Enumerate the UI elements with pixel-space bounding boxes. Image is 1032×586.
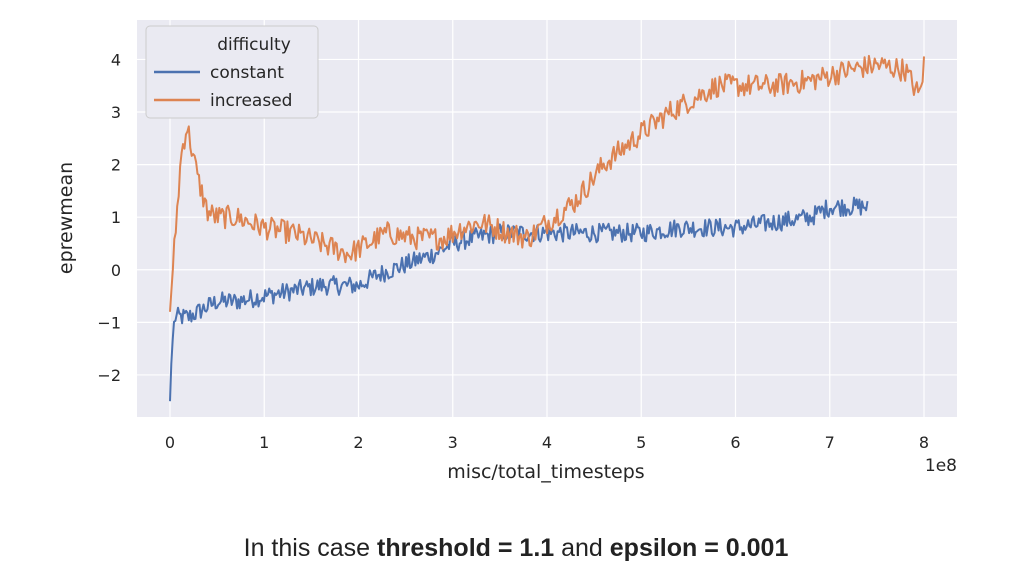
x-tick-label: 0 bbox=[165, 433, 175, 452]
caption-prefix: In this case bbox=[243, 534, 378, 562]
y-tick-label: 0 bbox=[111, 261, 121, 280]
legend: difficulty constant increased bbox=[145, 25, 319, 119]
y-tick-label: 2 bbox=[111, 156, 121, 175]
x-tick-label: 2 bbox=[353, 433, 363, 452]
x-axis-label: misc/total_timesteps bbox=[447, 461, 644, 483]
line-chart: 0 1 2 3 4 5 6 7 8 −2 −1 0 1 2 3 4 misc/total_timesteps… bbox=[55, 20, 957, 483]
series-layer bbox=[169, 54, 925, 402]
x-tick-label: 4 bbox=[542, 433, 552, 452]
caption-threshold: threshold = 1.1 bbox=[377, 534, 555, 562]
caption-epsilon: epsilon = 0.001 bbox=[609, 534, 789, 562]
legend-box bbox=[145, 25, 319, 119]
series-line-increased bbox=[169, 54, 925, 312]
y-axis-ticks: −2 −1 0 1 2 3 4 bbox=[97, 50, 121, 384]
y-tick-label: −2 bbox=[97, 366, 121, 385]
x-tick-label: 6 bbox=[730, 433, 740, 452]
x-tick-label: 1 bbox=[259, 433, 269, 452]
x-tick-label: 5 bbox=[636, 433, 646, 452]
legend-entry-increased: increased bbox=[210, 91, 292, 111]
x-axis-offset-label: 1e8 bbox=[925, 456, 957, 476]
legend-title: difficulty bbox=[217, 35, 291, 55]
x-tick-label: 3 bbox=[448, 433, 458, 452]
legend-entry-constant: constant bbox=[210, 63, 284, 83]
x-tick-label: 8 bbox=[919, 433, 929, 452]
y-tick-label: 4 bbox=[111, 50, 121, 69]
x-axis-ticks: 0 1 2 3 4 5 6 7 8 bbox=[165, 433, 929, 452]
grid-lines bbox=[137, 20, 957, 417]
y-tick-label: 1 bbox=[111, 208, 121, 227]
x-tick-label: 7 bbox=[825, 433, 835, 452]
y-tick-label: −1 bbox=[97, 313, 121, 332]
y-axis-label: eprewmean bbox=[55, 162, 77, 274]
caption-middle: and bbox=[554, 534, 610, 562]
caption: In this case threshold = 1.1 and epsilon… bbox=[0, 534, 1032, 563]
y-tick-label: 3 bbox=[111, 103, 121, 122]
